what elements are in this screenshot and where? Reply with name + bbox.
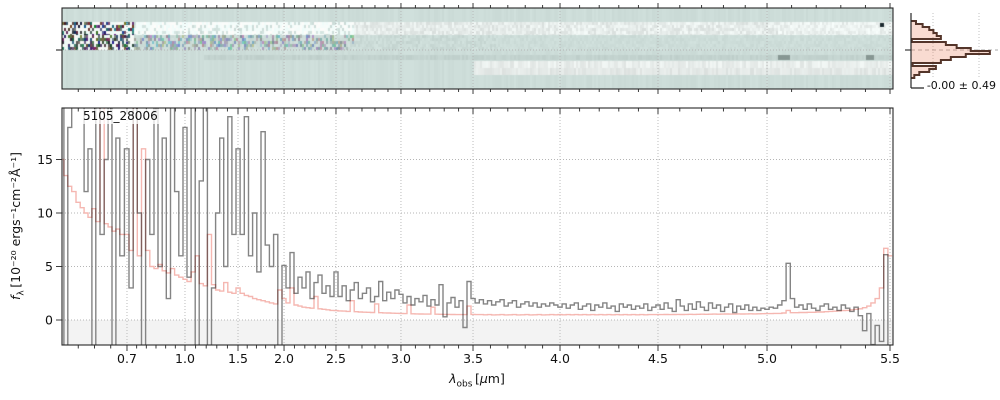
x-axis-subscript: obs [456, 379, 473, 390]
2d-spectrum-heatmap [62, 8, 893, 89]
main-gridlines [62, 108, 893, 345]
x-axis-unit-mu: μ [479, 371, 488, 386]
x-tick-label: 1.5 [228, 351, 248, 366]
x-tick-label: 5.0 [757, 351, 777, 366]
y-tick-label: 0 [45, 313, 53, 328]
y-axis-subscript: λ [16, 290, 27, 296]
2d-gridlines [62, 8, 893, 89]
x-axis-unit-pre: [ [474, 371, 480, 386]
y-axis-symbol: f [7, 295, 23, 300]
x-tick-label: 4.0 [550, 351, 570, 366]
y-axis-label: fλ [10⁻²⁰ ergs⁻¹cm⁻²Å⁻¹] [8, 152, 27, 300]
x-tick-label: 4.5 [648, 351, 668, 366]
y-tick-label: 15 [37, 152, 53, 167]
x-tick-label: 1.0 [175, 351, 195, 366]
main-ticks [56, 108, 891, 351]
x-tick-label: 3.0 [391, 351, 411, 366]
x-tick-label: 2.5 [326, 351, 346, 366]
x-tick-label: 2.0 [274, 351, 294, 366]
source-id-label: 5105_28006 [80, 109, 161, 124]
x-tick-labels: 0.7 1.0 1.5 2.0 2.5 3.0 3.5 4.0 4.5 5.0 5.5 [117, 351, 900, 366]
y-tick-label: 5 [45, 259, 53, 274]
main-panel: 0.7 1.0 1.5 2.0 2.5 3.0 3.5 4.0 4.5 5.0 5.5 0 5 10 15 [37, 107, 900, 366]
main-frame [61, 107, 894, 346]
hist-gridlines [932, 13, 980, 88]
histogram-stats-label: -0.00 ± 0.49 [923, 79, 996, 93]
y-tick-labels: 0 5 10 15 [37, 152, 53, 328]
x-tick-label: 3.5 [463, 351, 483, 366]
x-axis-symbol: λ [449, 371, 457, 386]
y-tick-label: 10 [37, 206, 53, 221]
hist-steps [910, 20, 991, 79]
2d-panel [56, 3, 894, 94]
x-axis-label: λobs [μm] [449, 371, 505, 390]
x-axis-unit-post: m] [487, 371, 505, 386]
y-axis-unit: [10⁻²⁰ ergs⁻¹cm⁻²Å⁻¹] [7, 152, 23, 288]
histogram-panel [905, 13, 998, 89]
error-line [62, 108, 893, 316]
2d-frame [61, 7, 894, 90]
x-tick-label: 5.5 [880, 351, 900, 366]
main-data [62, 108, 893, 345]
below-zero-band [62, 320, 893, 345]
x-tick-label: 0.7 [117, 351, 137, 366]
2d-x-ticks [77, 3, 891, 94]
